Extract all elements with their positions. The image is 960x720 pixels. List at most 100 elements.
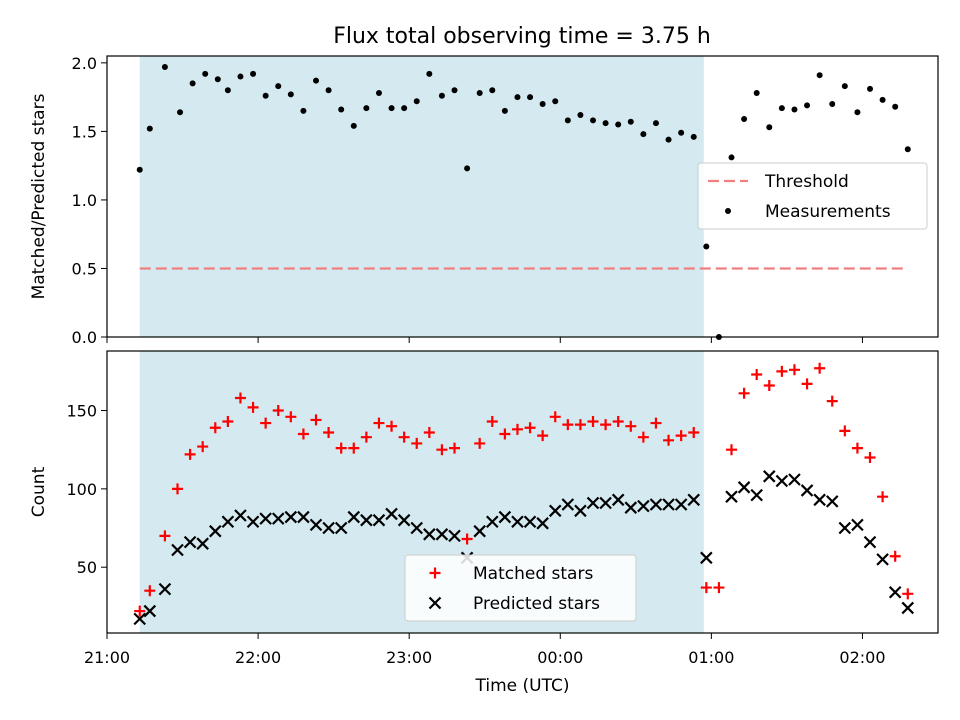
measurement-point bbox=[325, 87, 332, 94]
predicted-stars-point bbox=[863, 535, 877, 549]
predicted-stars-point bbox=[423, 528, 436, 541]
predicted-stars-point bbox=[586, 496, 600, 510]
y-axis-label: Matched/Predicted stars bbox=[29, 93, 49, 299]
predicted-stars-point bbox=[599, 496, 612, 510]
predicted-stars-point bbox=[297, 510, 310, 524]
matched-stars-point bbox=[826, 395, 838, 407]
measurement-point bbox=[438, 92, 445, 99]
predicted-stars-point bbox=[548, 504, 562, 518]
measurement-point bbox=[854, 109, 861, 116]
x-tick-label: 23:00 bbox=[386, 648, 432, 667]
predicted-stars-point bbox=[259, 512, 272, 525]
matched-stars-point bbox=[511, 423, 523, 435]
matched-stars-point bbox=[889, 550, 901, 562]
matched-stars-point bbox=[738, 387, 750, 399]
legend-predicted-swatch bbox=[428, 596, 442, 610]
measurement-point bbox=[753, 90, 760, 97]
matched-stars-point bbox=[776, 365, 788, 377]
matched-stars-point bbox=[310, 414, 322, 426]
matched-stars-point bbox=[449, 442, 461, 454]
predicted-stars-point bbox=[143, 604, 157, 618]
measurement-point bbox=[690, 133, 697, 140]
matched-stars-point bbox=[524, 422, 536, 434]
x-tick-label: 22:00 bbox=[235, 648, 281, 667]
y-axis-label: Count bbox=[29, 466, 49, 517]
matched-stars-point bbox=[373, 417, 385, 429]
measurement-point bbox=[804, 102, 811, 109]
matched-stars-point bbox=[851, 442, 863, 454]
matched-stars-point bbox=[411, 437, 423, 449]
predicted-stars-point bbox=[851, 518, 864, 532]
measurement-point bbox=[489, 87, 496, 94]
matched-stars-point bbox=[172, 483, 184, 495]
measurement-point bbox=[350, 122, 357, 129]
predicted-stars-point bbox=[574, 504, 587, 518]
measurement-point bbox=[652, 120, 659, 127]
x-tick-label: 02:00 bbox=[839, 648, 885, 667]
predicted-stars-point bbox=[763, 470, 776, 483]
matched-stars-point bbox=[663, 434, 675, 446]
x-tick-label: 00:00 bbox=[537, 648, 583, 667]
matched-stars-point bbox=[486, 416, 498, 427]
measurement-point bbox=[413, 98, 420, 105]
measurement-point bbox=[136, 166, 143, 173]
measurement-point bbox=[590, 117, 597, 124]
matched-stars-point bbox=[474, 437, 486, 449]
predicted-stars-point bbox=[511, 515, 524, 529]
measurement-point bbox=[539, 100, 546, 107]
matched-stars-point bbox=[398, 431, 410, 443]
measurement-point bbox=[791, 106, 798, 113]
matched-stars-point bbox=[272, 405, 284, 417]
predicted-stars-point bbox=[486, 515, 499, 529]
predicted-stars-point bbox=[649, 498, 663, 511]
y-tick-label: 1.0 bbox=[72, 191, 97, 210]
matched-stars-point bbox=[612, 416, 624, 427]
measurement-point bbox=[640, 131, 647, 138]
measurement-point bbox=[627, 118, 634, 125]
predicted-stars-point bbox=[637, 499, 650, 513]
top-panel-ratio: 0.0 0.5 1.0 1.5 2.0 Matched/Predicted stars Th… bbox=[29, 54, 939, 347]
predicted-stars-point bbox=[171, 543, 184, 557]
measurement-point bbox=[741, 116, 748, 123]
matched-stars-point bbox=[537, 430, 549, 442]
predicted-stars-point bbox=[750, 488, 763, 502]
matched-stars-point bbox=[549, 411, 561, 423]
measurement-point bbox=[904, 146, 911, 153]
measurement-point bbox=[602, 120, 609, 127]
predicted-stars-point bbox=[397, 513, 411, 527]
measurement-point bbox=[867, 85, 874, 92]
series-measurements bbox=[136, 63, 911, 340]
predicted-stars-point bbox=[536, 517, 549, 530]
measurement-point bbox=[678, 129, 685, 136]
predicted-stars-point bbox=[813, 493, 826, 507]
legend-matched-label: Matched stars bbox=[473, 564, 593, 584]
measurement-point bbox=[375, 90, 382, 97]
legend-matched-swatch bbox=[429, 567, 441, 579]
predicted-stars-point bbox=[498, 510, 512, 524]
measurement-point bbox=[401, 105, 408, 112]
measurement-point bbox=[501, 107, 508, 114]
measurement-point bbox=[577, 111, 584, 118]
matched-stars-point bbox=[574, 419, 586, 431]
y-tick-label: 0.5 bbox=[72, 259, 97, 278]
legend: Matched stars Predicted stars bbox=[404, 554, 637, 622]
predicted-stars-point bbox=[448, 529, 461, 543]
measurement-point bbox=[388, 105, 395, 112]
legend-box bbox=[697, 162, 928, 230]
matched-stars-point bbox=[335, 442, 347, 454]
matched-stars-point bbox=[197, 441, 209, 453]
matched-stars-point bbox=[285, 411, 297, 423]
measurement-point bbox=[552, 98, 559, 105]
predicted-stars-point bbox=[435, 528, 449, 541]
y-tick-label: 50 bbox=[77, 558, 97, 577]
x-axis-label: Time (UTC) bbox=[475, 676, 570, 696]
matched-stars-point bbox=[144, 585, 156, 597]
predicted-stars-point bbox=[788, 473, 801, 486]
y-tick-label: 150 bbox=[66, 402, 97, 421]
measurement-point bbox=[313, 77, 320, 84]
measurement-point bbox=[728, 154, 735, 161]
predicted-stars-point bbox=[700, 551, 713, 565]
measurement-point bbox=[778, 105, 785, 112]
matched-stars-point bbox=[499, 428, 511, 440]
measurement-point bbox=[829, 100, 836, 107]
